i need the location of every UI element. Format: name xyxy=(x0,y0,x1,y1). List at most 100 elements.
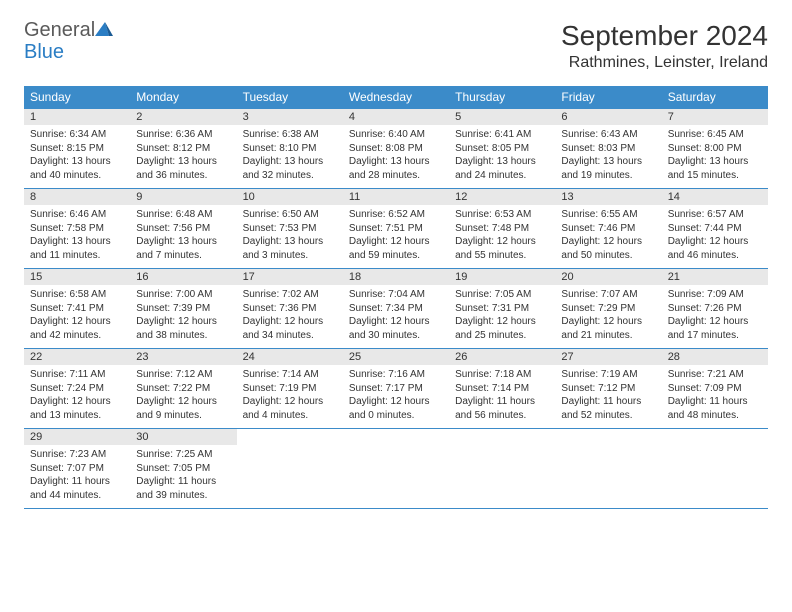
sunrise-text: Sunrise: 6:50 AM xyxy=(243,208,337,222)
location: Rathmines, Leinster, Ireland xyxy=(561,54,768,72)
day-cell xyxy=(237,429,343,509)
daylight-text: Daylight: 12 hours and 21 minutes. xyxy=(561,315,655,342)
day-number: 15 xyxy=(24,269,130,285)
day-header-sun: Sunday xyxy=(24,86,130,109)
day-content: Sunrise: 6:57 AMSunset: 7:44 PMDaylight:… xyxy=(662,205,768,268)
daylight-text: Daylight: 12 hours and 25 minutes. xyxy=(455,315,549,342)
day-number: 29 xyxy=(24,429,130,445)
sunrise-text: Sunrise: 6:34 AM xyxy=(30,128,124,142)
sunrise-text: Sunrise: 7:11 AM xyxy=(30,368,124,382)
sunrise-text: Sunrise: 7:04 AM xyxy=(349,288,443,302)
sunset-text: Sunset: 8:08 PM xyxy=(349,142,443,156)
day-content: Sunrise: 6:38 AMSunset: 8:10 PMDaylight:… xyxy=(237,125,343,188)
day-content: Sunrise: 7:12 AMSunset: 7:22 PMDaylight:… xyxy=(130,365,236,428)
sunset-text: Sunset: 7:39 PM xyxy=(136,302,230,316)
day-number: 27 xyxy=(555,349,661,365)
sunset-text: Sunset: 7:53 PM xyxy=(243,222,337,236)
daylight-text: Daylight: 13 hours and 7 minutes. xyxy=(136,235,230,262)
daylight-text: Daylight: 11 hours and 56 minutes. xyxy=(455,395,549,422)
sunset-text: Sunset: 7:48 PM xyxy=(455,222,549,236)
day-content: Sunrise: 7:25 AMSunset: 7:05 PMDaylight:… xyxy=(130,445,236,508)
week-row: 22Sunrise: 7:11 AMSunset: 7:24 PMDayligh… xyxy=(24,349,768,429)
day-number: 13 xyxy=(555,189,661,205)
sunset-text: Sunset: 7:34 PM xyxy=(349,302,443,316)
sunset-text: Sunset: 7:19 PM xyxy=(243,382,337,396)
sunset-text: Sunset: 8:15 PM xyxy=(30,142,124,156)
day-content: Sunrise: 7:19 AMSunset: 7:12 PMDaylight:… xyxy=(555,365,661,428)
daylight-text: Daylight: 12 hours and 30 minutes. xyxy=(349,315,443,342)
daylight-text: Daylight: 12 hours and 13 minutes. xyxy=(30,395,124,422)
week-row: 8Sunrise: 6:46 AMSunset: 7:58 PMDaylight… xyxy=(24,189,768,269)
page-header: General Blue September 2024 Rathmines, L… xyxy=(24,20,768,72)
daylight-text: Daylight: 11 hours and 52 minutes. xyxy=(561,395,655,422)
logo: General Blue xyxy=(24,20,113,64)
day-cell: 16Sunrise: 7:00 AMSunset: 7:39 PMDayligh… xyxy=(130,269,236,349)
sunset-text: Sunset: 7:24 PM xyxy=(30,382,124,396)
day-number: 14 xyxy=(662,189,768,205)
day-cell: 24Sunrise: 7:14 AMSunset: 7:19 PMDayligh… xyxy=(237,349,343,429)
day-cell: 9Sunrise: 6:48 AMSunset: 7:56 PMDaylight… xyxy=(130,189,236,269)
sunset-text: Sunset: 7:09 PM xyxy=(668,382,762,396)
day-cell: 20Sunrise: 7:07 AMSunset: 7:29 PMDayligh… xyxy=(555,269,661,349)
daylight-text: Daylight: 13 hours and 32 minutes. xyxy=(243,155,337,182)
daylight-text: Daylight: 13 hours and 40 minutes. xyxy=(30,155,124,182)
logo-general: General xyxy=(24,19,95,41)
day-number: 28 xyxy=(662,349,768,365)
daylight-text: Daylight: 12 hours and 42 minutes. xyxy=(30,315,124,342)
day-cell: 23Sunrise: 7:12 AMSunset: 7:22 PMDayligh… xyxy=(130,349,236,429)
sunset-text: Sunset: 8:10 PM xyxy=(243,142,337,156)
day-number: 23 xyxy=(130,349,236,365)
sunset-text: Sunset: 7:17 PM xyxy=(349,382,443,396)
sunset-text: Sunset: 7:36 PM xyxy=(243,302,337,316)
sunset-text: Sunset: 7:29 PM xyxy=(561,302,655,316)
day-cell: 3Sunrise: 6:38 AMSunset: 8:10 PMDaylight… xyxy=(237,109,343,189)
day-content: Sunrise: 6:55 AMSunset: 7:46 PMDaylight:… xyxy=(555,205,661,268)
sunset-text: Sunset: 8:05 PM xyxy=(455,142,549,156)
daylight-text: Daylight: 12 hours and 59 minutes. xyxy=(349,235,443,262)
sunset-text: Sunset: 7:41 PM xyxy=(30,302,124,316)
daylight-text: Daylight: 12 hours and 0 minutes. xyxy=(349,395,443,422)
day-cell: 21Sunrise: 7:09 AMSunset: 7:26 PMDayligh… xyxy=(662,269,768,349)
sunset-text: Sunset: 7:07 PM xyxy=(30,462,124,476)
daylight-text: Daylight: 12 hours and 9 minutes. xyxy=(136,395,230,422)
daylight-text: Daylight: 11 hours and 44 minutes. xyxy=(30,475,124,502)
day-number: 24 xyxy=(237,349,343,365)
day-content: Sunrise: 6:46 AMSunset: 7:58 PMDaylight:… xyxy=(24,205,130,268)
day-cell: 12Sunrise: 6:53 AMSunset: 7:48 PMDayligh… xyxy=(449,189,555,269)
sunrise-text: Sunrise: 7:23 AM xyxy=(30,448,124,462)
sunset-text: Sunset: 7:56 PM xyxy=(136,222,230,236)
calendar-table: Sunday Monday Tuesday Wednesday Thursday… xyxy=(24,86,768,509)
day-content: Sunrise: 7:16 AMSunset: 7:17 PMDaylight:… xyxy=(343,365,449,428)
day-cell: 29 Sunrise: 7:23 AMSunset: 7:07 PMDayligh… xyxy=(24,429,130,509)
sunset-text: Sunset: 7:31 PM xyxy=(455,302,549,316)
day-cell: 22Sunrise: 7:11 AMSunset: 7:24 PMDayligh… xyxy=(24,349,130,429)
day-cell xyxy=(343,429,449,509)
day-cell: 18Sunrise: 7:04 AMSunset: 7:34 PMDayligh… xyxy=(343,269,449,349)
day-number: 18 xyxy=(343,269,449,285)
day-cell: 13Sunrise: 6:55 AMSunset: 7:46 PMDayligh… xyxy=(555,189,661,269)
daylight-text: Daylight: 13 hours and 19 minutes. xyxy=(561,155,655,182)
logo-blue: Blue xyxy=(24,41,64,63)
sunset-text: Sunset: 7:26 PM xyxy=(668,302,762,316)
day-number: 7 xyxy=(662,109,768,125)
day-content: Sunrise: 7:07 AMSunset: 7:29 PMDaylight:… xyxy=(555,285,661,348)
sunrise-text: Sunrise: 7:18 AM xyxy=(455,368,549,382)
sunset-text: Sunset: 7:05 PM xyxy=(136,462,230,476)
day-content: Sunrise: 6:40 AMSunset: 8:08 PMDaylight:… xyxy=(343,125,449,188)
day-number: 3 xyxy=(237,109,343,125)
day-cell: 17Sunrise: 7:02 AMSunset: 7:36 PMDayligh… xyxy=(237,269,343,349)
day-number: 20 xyxy=(555,269,661,285)
day-number: 8 xyxy=(24,189,130,205)
day-header-wed: Wednesday xyxy=(343,86,449,109)
day-content: Sunrise: 7:02 AMSunset: 7:36 PMDaylight:… xyxy=(237,285,343,348)
day-number: 2 xyxy=(130,109,236,125)
daylight-text: Daylight: 13 hours and 24 minutes. xyxy=(455,155,549,182)
sunset-text: Sunset: 7:12 PM xyxy=(561,382,655,396)
daylight-text: Daylight: 13 hours and 15 minutes. xyxy=(668,155,762,182)
day-content: Sunrise: 7:04 AMSunset: 7:34 PMDaylight:… xyxy=(343,285,449,348)
day-number: 25 xyxy=(343,349,449,365)
sunset-text: Sunset: 7:22 PM xyxy=(136,382,230,396)
sunrise-text: Sunrise: 7:25 AM xyxy=(136,448,230,462)
day-cell: 26Sunrise: 7:18 AMSunset: 7:14 PMDayligh… xyxy=(449,349,555,429)
day-cell: 25Sunrise: 7:16 AMSunset: 7:17 PMDayligh… xyxy=(343,349,449,429)
